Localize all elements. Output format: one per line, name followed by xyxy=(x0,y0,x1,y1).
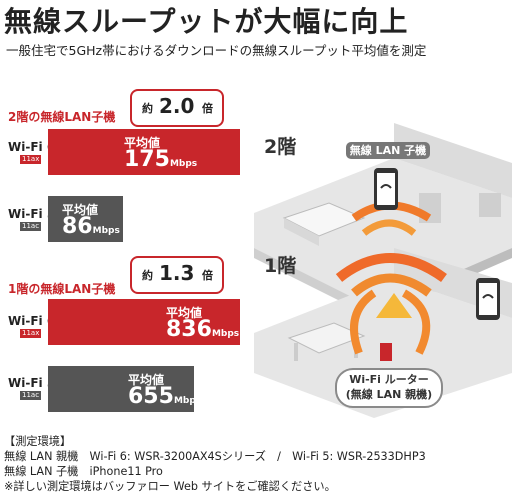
ratio-value: 1.3 xyxy=(159,261,195,285)
value-number: 836 xyxy=(166,317,212,342)
bar-label: 平均値 xyxy=(124,136,161,150)
signal-wave-icon xyxy=(335,253,447,283)
bar-wifi6-1f: 平均値 836Mbps xyxy=(48,299,240,345)
footer-parent-device: 無線 LAN 親機 Wi-Fi 6: WSR-3200AX4Sシリーズ / Wi… xyxy=(4,450,426,463)
bar-wifi5-1f: 平均値 655Mbps xyxy=(48,366,201,412)
bar-label: 平均値 xyxy=(62,203,99,217)
signal-wave-icon xyxy=(351,273,432,297)
signal-core-icon xyxy=(376,293,412,318)
value-number: 86 xyxy=(62,214,93,239)
router-label-line2: (無線 LAN 親機) xyxy=(345,388,433,401)
bar-value: 836Mbps xyxy=(166,317,239,342)
bar-wifi5-2f: 平均値 86Mbps xyxy=(48,196,123,242)
bar-value: 86Mbps xyxy=(62,214,120,239)
section-label-2f: 2階の無線LAN子機 xyxy=(8,110,116,124)
smartphone-screen xyxy=(479,283,497,315)
cabinet-icon xyxy=(479,193,501,217)
value-number: 655 xyxy=(128,384,174,409)
wifi5-tag: 11ac xyxy=(20,391,42,400)
footer-child-device: 無線 LAN 子機 iPhone11 Pro xyxy=(4,465,163,478)
wifi-icon xyxy=(380,184,392,189)
signal-wave-icon xyxy=(350,289,377,355)
wifi6-name: Wi-Fi 6 xyxy=(8,314,56,328)
wifi5-name: Wi-Fi 5 xyxy=(8,376,56,390)
signal-wave-icon xyxy=(401,289,431,355)
footer-note: ※詳しい測定環境はバッファロー Web サイトをご確認ください。 xyxy=(4,480,336,493)
bar-value: 655Mbps xyxy=(128,384,201,409)
wifi5-name: Wi-Fi 5 xyxy=(8,207,56,221)
router-label: Wi-Fi ルーター (無線 LAN 親機) xyxy=(335,368,443,408)
floor-1-label: 1階 xyxy=(264,255,297,277)
bar-wifi6-2f: 平均値 175Mbps xyxy=(48,129,240,175)
router-label-line1: Wi-Fi ルーター xyxy=(349,373,429,386)
signal-wave-icon xyxy=(361,219,417,236)
value-number: 175 xyxy=(124,147,170,172)
router-icon xyxy=(380,343,392,361)
wifi6-tag: 11ax xyxy=(20,329,42,338)
ratio-suffix: 倍 xyxy=(202,102,213,115)
ratio-value: 2.0 xyxy=(159,94,195,118)
table-icon xyxy=(287,322,366,354)
value-unit: Mbps xyxy=(211,329,240,339)
table-leg xyxy=(294,343,298,361)
floor-2-label: 2階 xyxy=(264,136,297,158)
bar-label: 平均値 xyxy=(166,306,203,320)
client-label: 無線 LAN 子機 xyxy=(346,142,430,159)
bed-icon xyxy=(282,202,366,237)
headline: 無線スループットが大幅に向上 xyxy=(4,5,409,38)
bed-side xyxy=(284,218,319,246)
wifi5-tag: 11ac xyxy=(20,222,42,231)
subtitle: 一般住宅で5GHz帯におけるダウンロードの無線スループット平均値を測定 xyxy=(6,43,427,58)
floor2-wall xyxy=(394,123,512,198)
bar-value: 175Mbps xyxy=(124,147,197,172)
value-unit: Mbps xyxy=(173,396,202,406)
ratio-prefix: 約 xyxy=(142,269,153,282)
footer-heading: 【測定環境】 xyxy=(4,435,72,448)
wifi6-tag: 11ax xyxy=(20,155,42,164)
ratio-bubble-1f: 約 1.3 倍 xyxy=(130,256,224,294)
house-illustration xyxy=(254,123,512,418)
bar-label: 平均値 xyxy=(128,373,165,387)
smartphone-screen xyxy=(377,173,395,205)
value-unit: Mbps xyxy=(169,159,198,169)
ratio-suffix: 倍 xyxy=(202,269,213,282)
ratio-prefix: 約 xyxy=(142,102,153,115)
section-label-1f: 1階の無線LAN子機 xyxy=(8,282,116,296)
wifi-icon xyxy=(482,294,494,299)
value-unit: Mbps xyxy=(92,226,120,236)
wifi6-name: Wi-Fi 6 xyxy=(8,140,56,154)
ratio-bubble-2f: 約 2.0 倍 xyxy=(130,89,224,127)
